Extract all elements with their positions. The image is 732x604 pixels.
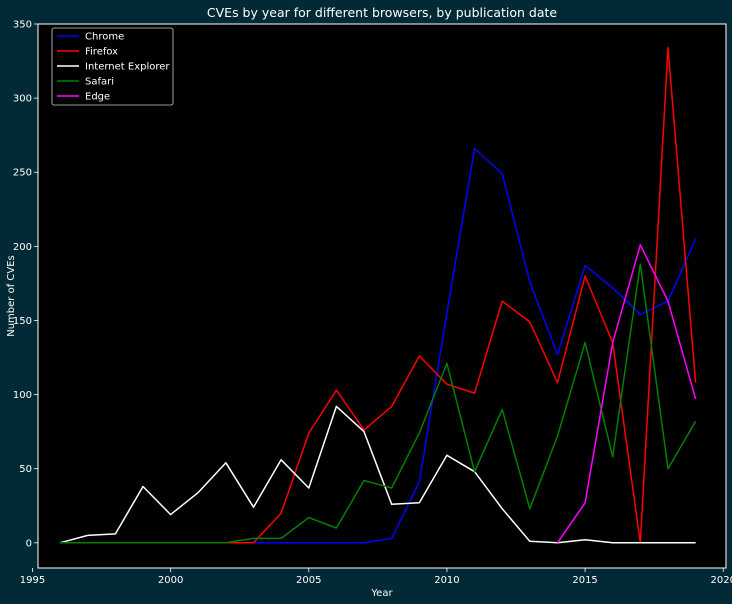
plot-frame bbox=[37, 23, 727, 569]
legend-label: Safari bbox=[85, 77, 114, 88]
series-line-edge bbox=[556, 244, 697, 544]
x-tick-label: 1995 bbox=[20, 575, 45, 586]
y-axis-label: Number of CVEs bbox=[6, 255, 17, 337]
series-lines bbox=[59, 46, 697, 544]
legend-box bbox=[51, 27, 174, 106]
series-line-safari bbox=[60, 263, 697, 544]
legend: Chrome Firefox Internet Explorer Safari Edge bbox=[51, 27, 174, 106]
y-tick-label: 300 bbox=[13, 94, 32, 105]
y-tick-label: 150 bbox=[13, 316, 32, 327]
x-tick-label: 2010 bbox=[434, 575, 459, 586]
y-tick-label: 350 bbox=[13, 20, 32, 31]
x-tick-label: 2015 bbox=[572, 575, 597, 586]
y-tick-label: 100 bbox=[13, 390, 32, 401]
x-tick-label: 2005 bbox=[296, 575, 321, 586]
y-tick-label: 50 bbox=[19, 464, 32, 475]
series-line-internet-explorer bbox=[59, 405, 696, 544]
y-tick-label: 200 bbox=[13, 242, 32, 253]
y-tick-label: 250 bbox=[13, 168, 32, 179]
legend-label: Chrome bbox=[85, 32, 124, 43]
legend-label: Firefox bbox=[85, 47, 118, 58]
y-tick-label: 0 bbox=[26, 538, 32, 549]
x-axis-label: Year bbox=[370, 588, 393, 599]
y-axis: 0 50 100 150 200 250 300 350 bbox=[13, 20, 38, 549]
legend-label: Internet Explorer bbox=[85, 62, 170, 73]
plot-area bbox=[38, 24, 726, 568]
chart-title: CVEs by year for different browsers, by … bbox=[207, 5, 558, 20]
legend-label: Edge bbox=[85, 92, 110, 103]
x-tick-label: 2000 bbox=[158, 575, 183, 586]
